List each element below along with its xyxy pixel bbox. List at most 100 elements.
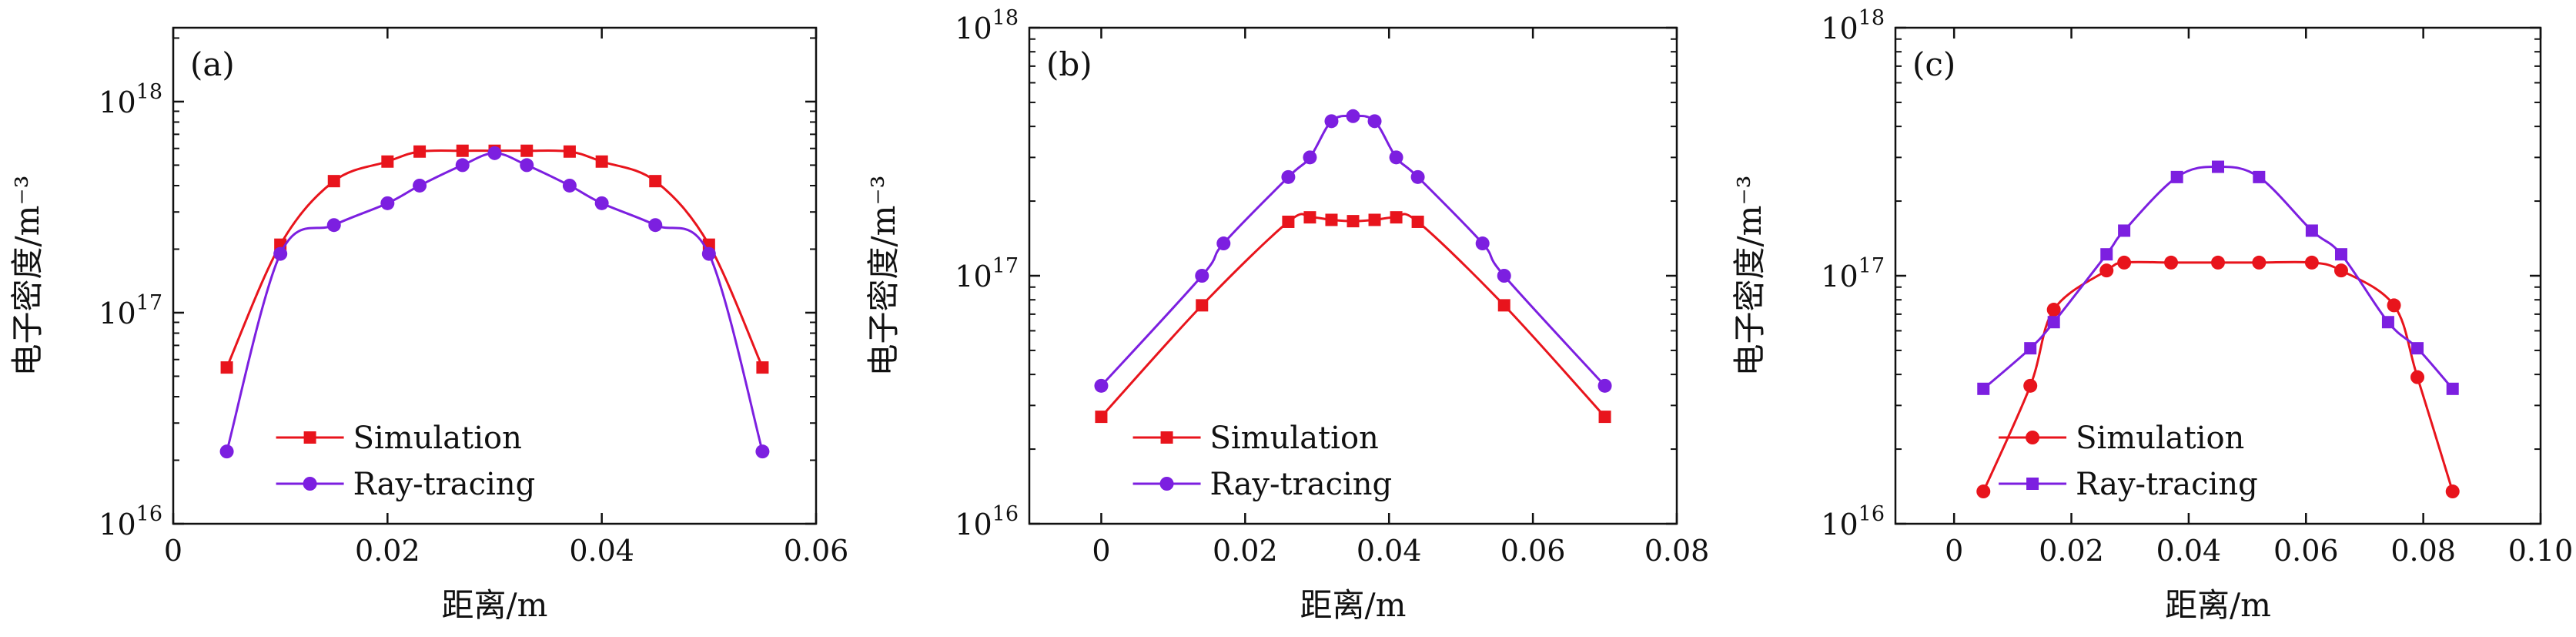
x-tick-label: 0.08	[1644, 534, 1710, 568]
series-ray-tracing	[1094, 109, 1612, 393]
series-line	[226, 149, 764, 368]
data-point	[1282, 215, 1295, 228]
data-point	[2381, 316, 2394, 329]
data-point	[2410, 370, 2425, 384]
data-point	[326, 218, 341, 233]
x-axis-label: 距离/m	[1300, 586, 1407, 624]
data-point	[1977, 382, 1990, 395]
legend-label: Simulation	[2076, 421, 2244, 456]
y-tick-exponent: 16	[1858, 502, 1885, 526]
data-point	[1325, 213, 1338, 226]
data-point	[2446, 382, 2459, 395]
series-line	[226, 152, 764, 452]
data-point	[456, 144, 469, 157]
data-point	[2252, 255, 2267, 270]
x-axis-label: 距离/m	[2165, 586, 2271, 624]
legend-label: Ray-tracing	[353, 467, 536, 502]
y-tick-label: 1017	[1821, 254, 1885, 293]
data-point	[756, 361, 769, 374]
data-point	[1346, 109, 1360, 123]
data-point	[380, 196, 395, 210]
y-tick-base: 10	[1821, 508, 1858, 541]
y-tick-base: 10	[955, 508, 992, 541]
x-tick-label: 0.10	[2508, 534, 2574, 568]
data-point	[1390, 211, 1403, 224]
data-point	[487, 146, 502, 160]
data-point	[562, 178, 577, 193]
y-tick-exponent: 18	[1858, 6, 1885, 30]
data-point	[1976, 484, 1991, 499]
data-point	[1497, 269, 1511, 283]
data-point	[1497, 299, 1510, 312]
data-point	[2047, 316, 2060, 329]
data-point	[327, 175, 340, 188]
data-point	[2334, 248, 2347, 261]
data-point	[1303, 150, 1317, 165]
chart-panel-a: 0 0.02 0.04 0.06101610171018距离/m电子密度/m⁻³(a)…	[8, 26, 849, 624]
data-point	[2211, 255, 2225, 270]
data-point	[701, 246, 716, 261]
legend: Simulation Ray-tracing	[276, 421, 536, 502]
data-point	[2023, 378, 2038, 393]
x-tick-label: 0.02	[1213, 534, 1278, 568]
panel-label: (c)	[1912, 45, 1955, 83]
data-point	[381, 155, 394, 168]
data-point	[1216, 236, 1231, 251]
x-tick-label: 0.02	[2039, 534, 2104, 568]
data-point	[2024, 342, 2037, 355]
legend-label: Simulation	[1210, 421, 1379, 456]
plot-frame	[172, 26, 818, 525]
series-simulation	[1976, 255, 2460, 499]
data-point	[1195, 269, 1209, 283]
y-tick-exponent: 18	[992, 6, 1019, 30]
panel-label: (a)	[190, 45, 235, 83]
panel-label: (b)	[1046, 45, 1092, 83]
data-point	[2445, 484, 2460, 499]
data-point	[2333, 263, 2348, 278]
legend-marker	[303, 431, 316, 444]
y-tick-exponent: 18	[136, 80, 162, 104]
legend-marker	[2026, 478, 2039, 490]
x-tick-label: 0.04	[1357, 534, 1422, 568]
data-point	[520, 158, 534, 173]
legend-marker	[2026, 431, 2040, 444]
y-tick-base: 10	[99, 85, 135, 119]
y-tick-label: 1018	[1821, 6, 1885, 45]
series-ray-tracing	[1977, 160, 2459, 395]
data-point	[594, 196, 609, 210]
data-point	[648, 218, 663, 233]
data-point	[1196, 299, 1209, 312]
data-point	[1281, 169, 1296, 184]
data-point	[1095, 411, 1108, 424]
legend: Simulation Ray-tracing	[1132, 421, 1392, 502]
data-point	[649, 175, 662, 188]
data-point	[755, 444, 770, 459]
series-ray-tracing	[219, 146, 770, 459]
y-axis-label: 电子密度/m⁻³	[1731, 176, 1768, 377]
data-point	[413, 145, 427, 158]
data-point	[2387, 298, 2401, 313]
data-point	[2118, 224, 2131, 237]
data-point	[2117, 255, 2132, 270]
legend-marker	[1159, 477, 1174, 491]
y-tick-label: 1016	[1821, 502, 1885, 541]
x-tick-label: 0	[1092, 534, 1110, 568]
data-point	[1367, 114, 1382, 129]
legend-marker	[1160, 431, 1173, 444]
x-tick-label: 0.02	[355, 534, 420, 568]
series-line	[1100, 213, 1606, 418]
data-point	[2212, 160, 2224, 173]
x-tick-label: 0.04	[2156, 534, 2222, 568]
x-tick-label: 0.06	[2273, 534, 2339, 568]
legend: Simulation Ray-tracing	[1999, 421, 2258, 502]
chart-panel-b: 0 0.02 0.04 0.06 0.08101610171018距离/m电子密度/m⁻…	[865, 6, 1709, 624]
legend-label: Ray-tracing	[2076, 467, 2258, 502]
data-point	[273, 246, 288, 261]
data-point	[2304, 255, 2319, 270]
y-tick-label: 1018	[99, 80, 162, 119]
data-point	[2411, 342, 2424, 355]
x-tick-label: 0.06	[784, 534, 849, 568]
y-tick-label: 1018	[955, 6, 1019, 45]
data-point	[1368, 213, 1381, 226]
